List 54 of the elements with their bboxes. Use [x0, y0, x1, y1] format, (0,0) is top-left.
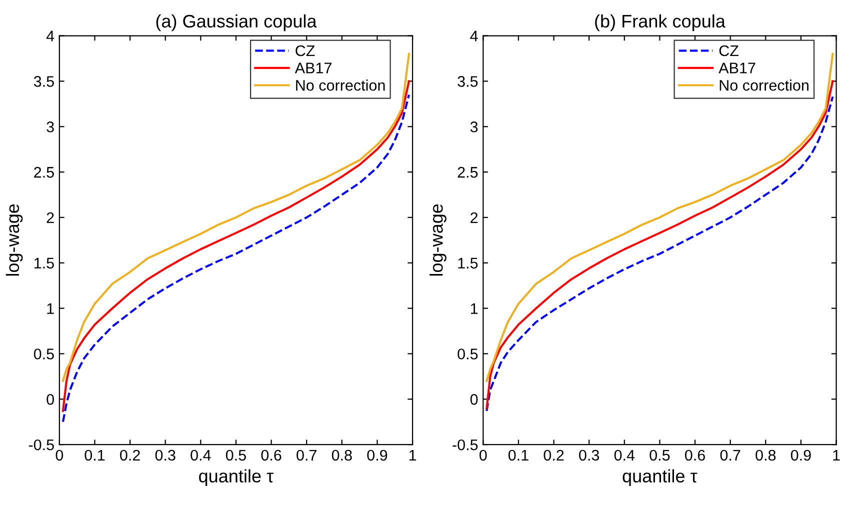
x-tick-label: 0: [480, 450, 487, 461]
x-tick-label: 0.6: [261, 450, 282, 461]
y-axis-title: log-wage: [430, 204, 446, 276]
x-tick-label: 0.2: [544, 450, 564, 461]
y-tick-label: 1: [470, 303, 478, 314]
x-tick-label: 0.4: [614, 450, 635, 461]
x-tick-label: 0.9: [367, 450, 388, 461]
x-tick-label: 0.7: [296, 450, 316, 461]
chart-title: (a) Gaussian copula: [156, 14, 317, 32]
x-tick-label: 0.5: [650, 450, 670, 461]
y-tick-label: 1.5: [34, 258, 54, 269]
legend-label: AB17: [718, 62, 756, 74]
y-tick-label: 3: [46, 121, 54, 132]
y-tick-label: -0.5: [452, 439, 478, 450]
y-tick-label: 1.5: [458, 258, 478, 269]
x-tick-label: 0.9: [790, 450, 811, 461]
chart-title: (b) Frank copula: [595, 14, 726, 32]
y-tick-label: -0.5: [28, 439, 54, 450]
x-tick-label: 0.4: [190, 450, 211, 461]
legend-label: CZ: [296, 45, 315, 56]
y-tick-label: 0: [470, 394, 478, 405]
x-tick-label: 1: [833, 450, 840, 461]
x-axis-title: quantile τ: [622, 469, 698, 486]
y-tick-label: 0.5: [458, 348, 478, 360]
x-tick-label: 0.8: [332, 450, 352, 461]
y-tick-label: 2: [470, 212, 478, 223]
x-tick-label: 0.5: [226, 450, 246, 461]
legend-label: No correction: [296, 80, 385, 91]
y-tick-label: 3.5: [458, 76, 478, 87]
x-axis-title: quantile τ: [199, 469, 274, 486]
y-tick-label: 1: [47, 303, 54, 314]
x-tick-label: 0.3: [579, 450, 600, 461]
y-axis-title: log-wage: [6, 204, 23, 276]
x-tick-label: 0.8: [756, 450, 776, 461]
legend-label: AB17: [294, 62, 332, 74]
y-tick-label: 2.5: [458, 166, 478, 178]
x-tick-label: 0.2: [120, 450, 140, 461]
x-tick-label: 0.3: [155, 450, 176, 461]
y-tick-label: 4: [470, 30, 478, 42]
legend-label: No correction: [720, 80, 808, 91]
legend-label: CZ: [719, 45, 738, 56]
x-tick-label: 0.6: [685, 450, 705, 461]
y-tick-label: 4: [46, 30, 54, 42]
y-tick-label: 2: [46, 212, 54, 223]
y-tick-label: 3: [470, 121, 478, 132]
x-tick-label: 0: [56, 450, 64, 461]
y-tick-label: 2.5: [34, 166, 54, 178]
y-tick-label: 0.5: [34, 348, 54, 360]
x-tick-label: 0.7: [720, 450, 740, 461]
x-tick-label: 0.1: [84, 450, 105, 461]
y-tick-label: 3.5: [34, 76, 54, 87]
x-tick-label: 0.1: [508, 450, 528, 461]
x-tick-label: 1: [409, 450, 416, 461]
y-tick-label: 0: [46, 394, 54, 405]
